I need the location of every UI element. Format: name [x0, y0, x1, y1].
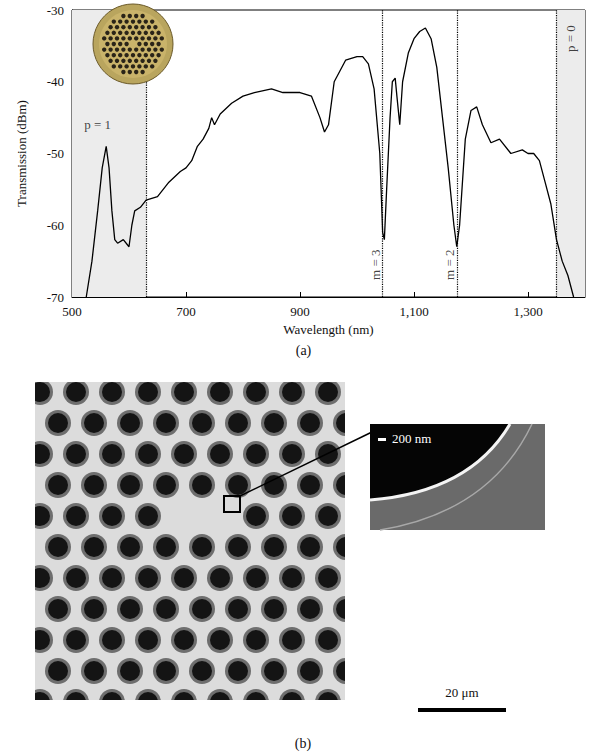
svg-text:-60: -60 [47, 218, 64, 233]
svg-text:m = 2: m = 2 [442, 249, 457, 279]
svg-text:200 nm: 200 nm [392, 431, 431, 446]
svg-text:-30: -30 [47, 3, 64, 18]
svg-text:p = 0: p = 0 [563, 25, 578, 52]
svg-text:p = 1: p = 1 [84, 117, 111, 132]
svg-text:(b): (b) [295, 736, 312, 752]
svg-text:20 μm: 20 μm [445, 685, 478, 700]
svg-text:-70: -70 [47, 290, 64, 305]
svg-text:1,100: 1,100 [399, 304, 428, 319]
svg-text:-50: -50 [47, 146, 64, 161]
svg-text:900: 900 [290, 304, 310, 319]
svg-text:1,300: 1,300 [513, 304, 542, 319]
svg-text:Transmission (dBm): Transmission (dBm) [14, 100, 29, 207]
svg-text:m = 3: m = 3 [368, 249, 383, 279]
svg-text:-40: -40 [47, 74, 64, 89]
svg-text:Wavelength (nm): Wavelength (nm) [283, 322, 373, 337]
svg-text:700: 700 [176, 304, 196, 319]
html-text:(a): (a) [295, 343, 312, 358]
svg-text:500: 500 [62, 304, 82, 319]
